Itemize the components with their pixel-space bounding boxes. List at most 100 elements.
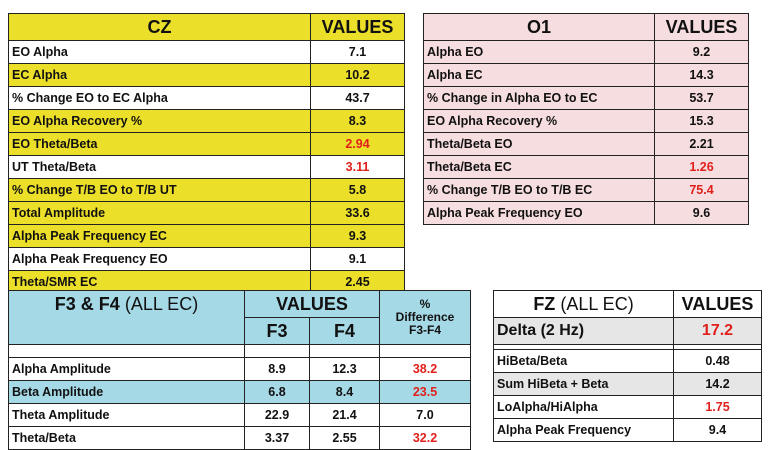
row-label: Theta/Beta EC — [423, 155, 655, 179]
table-row: % Change T/B EO to T/B UT 5.8 — [8, 178, 405, 202]
table-row: Alpha Peak Frequency EC 9.3 — [8, 224, 405, 248]
row-label: Alpha Peak Frequency EC — [8, 224, 311, 248]
row-label: Delta (2 Hz) — [493, 317, 674, 345]
diff-value: 38.2 — [379, 357, 471, 381]
row-label: % Change T/B EO to T/B EC — [423, 178, 655, 202]
row-label: % Change in Alpha EO to EC — [423, 86, 655, 110]
table-row: Theta/Beta 3.37 2.55 32.2 — [8, 426, 471, 450]
row-value: 2.94 — [310, 132, 405, 156]
table-row: EO Alpha 7.1 — [8, 40, 405, 64]
f3-f4-subheader-row: F3 F4 — [9, 317, 471, 345]
table-row: % Change in Alpha EO to EC 53.7 — [423, 86, 749, 110]
row-value: 8.3 — [310, 109, 405, 133]
table-row: EO Alpha Recovery % 8.3 — [8, 109, 405, 133]
row-value: 7.1 — [310, 40, 405, 64]
table-row: Theta/Beta EO 2.21 — [423, 132, 749, 156]
fz-title-bold: FZ — [533, 293, 556, 314]
f3-f4-title-bold: F3 & F4 — [54, 294, 120, 314]
o1-title: O1 — [423, 13, 655, 41]
row-label: Alpha Amplitude — [8, 357, 245, 381]
row-label: Sum HiBeta + Beta — [493, 372, 674, 396]
f3-value: 8.9 — [244, 357, 310, 381]
f3-column-header: F3 — [244, 317, 310, 345]
table-row: Alpha Amplitude 8.9 12.3 38.2 — [8, 357, 471, 381]
row-value: 14.2 — [673, 372, 762, 396]
row-value: 3.11 — [310, 155, 405, 179]
fz-header-row: FZ (ALL EC) VALUES — [493, 290, 762, 318]
f3-f4-values-header: VALUES — [244, 290, 380, 318]
pct-difference-label: Difference — [395, 310, 455, 324]
f3-f4-table: F3 & F4 (ALL EC) VALUES % Difference F3-… — [8, 290, 471, 450]
f4-value: 2.55 — [309, 426, 380, 450]
row-label: % Change EO to EC Alpha — [8, 86, 311, 110]
row-value: 10.2 — [310, 63, 405, 87]
table-row: Sum HiBeta + Beta 14.2 — [493, 372, 762, 396]
row-value: 75.4 — [654, 178, 749, 202]
f4-value: 8.4 — [309, 380, 380, 404]
pct-difference-header: % Difference F3-F4 — [379, 290, 471, 345]
row-value: 15.3 — [654, 109, 749, 133]
row-label: EC Alpha — [8, 63, 311, 87]
f4-value: 21.4 — [309, 403, 380, 427]
table-row: Delta (2 Hz) 17.2 — [493, 317, 762, 345]
row-value: 9.4 — [673, 418, 762, 442]
row-label: Beta Amplitude — [8, 380, 245, 404]
f4-value: 12.3 — [309, 357, 380, 381]
spacer-row — [8, 344, 471, 358]
row-label: EO Theta/Beta — [8, 132, 311, 156]
table-row: Total Amplitude 33.6 — [8, 201, 405, 225]
row-label: Alpha Peak Frequency EO — [8, 247, 311, 271]
row-label: UT Theta/Beta — [8, 155, 311, 179]
table-row: Alpha EC 14.3 — [423, 63, 749, 87]
f3-value: 3.37 — [244, 426, 310, 450]
cz-title: CZ — [8, 13, 311, 41]
fz-title: FZ (ALL EC) — [493, 290, 674, 318]
table-row: Theta/Beta EC 1.26 — [423, 155, 749, 179]
f3-value: 22.9 — [244, 403, 310, 427]
pct-symbol: % — [419, 297, 431, 311]
f3-f4-title-thin: (ALL EC) — [124, 294, 199, 314]
table-row: Alpha Peak Frequency EO 9.1 — [8, 247, 405, 271]
table-row: EC Alpha 10.2 — [8, 63, 405, 87]
table-row: Theta Amplitude 22.9 21.4 7.0 — [8, 403, 471, 427]
row-label: % Change T/B EO to T/B UT — [8, 178, 311, 202]
table-row: % Change T/B EO to T/B EC 75.4 — [423, 178, 749, 202]
row-value: 43.7 — [310, 86, 405, 110]
fz-table: FZ (ALL EC) VALUES Delta (2 Hz) 17.2 HiBe… — [493, 290, 762, 442]
table-row: LoAlpha/HiAlpha 1.75 — [493, 395, 762, 419]
row-label: Theta/Beta — [8, 426, 245, 450]
table-row: Alpha Peak Frequency EO 9.6 — [423, 201, 749, 225]
table-row: EO Theta/Beta 2.94 — [8, 132, 405, 156]
cz-table: CZ VALUES EO Alpha 7.1 EC Alpha 10.2 % Cha… — [8, 13, 405, 294]
o1-table: O1 VALUES Alpha EO 9.2 Alpha EC 14.3 % Cha… — [423, 13, 749, 225]
diff-value: 32.2 — [379, 426, 471, 450]
table-row: EO Alpha Recovery % 15.3 — [423, 109, 749, 133]
row-value: 9.1 — [310, 247, 405, 271]
f3-f4-header-row: F3 & F4 (ALL EC) VALUES % Difference F3-… — [8, 290, 471, 345]
row-value: 0.48 — [673, 349, 762, 373]
fz-values-header: VALUES — [673, 290, 762, 318]
table-row: % Change EO to EC Alpha 43.7 — [8, 86, 405, 110]
row-value: 5.8 — [310, 178, 405, 202]
row-value: 53.7 — [654, 86, 749, 110]
fz-title-thin: (ALL EC) — [560, 293, 634, 314]
row-value: 33.6 — [310, 201, 405, 225]
table-row: Alpha EO 9.2 — [423, 40, 749, 64]
row-label: Theta Amplitude — [8, 403, 245, 427]
cz-header-row: CZ VALUES — [8, 13, 405, 41]
row-label: EO Alpha — [8, 40, 311, 64]
row-label: Alpha Peak Frequency EO — [423, 201, 655, 225]
row-value: 9.2 — [654, 40, 749, 64]
row-value: 14.3 — [654, 63, 749, 87]
row-label: LoAlpha/HiAlpha — [493, 395, 674, 419]
row-value: 2.21 — [654, 132, 749, 156]
table-row: Alpha Peak Frequency 9.4 — [493, 418, 762, 442]
row-label: Alpha EC — [423, 63, 655, 87]
diff-value: 7.0 — [379, 403, 471, 427]
row-label: Theta/Beta EO — [423, 132, 655, 156]
row-label: Total Amplitude — [8, 201, 311, 225]
row-label: Theta/SMR EC — [8, 270, 311, 294]
row-label: Alpha Peak Frequency — [493, 418, 674, 442]
row-value: 9.6 — [654, 201, 749, 225]
row-label: HiBeta/Beta — [493, 349, 674, 373]
